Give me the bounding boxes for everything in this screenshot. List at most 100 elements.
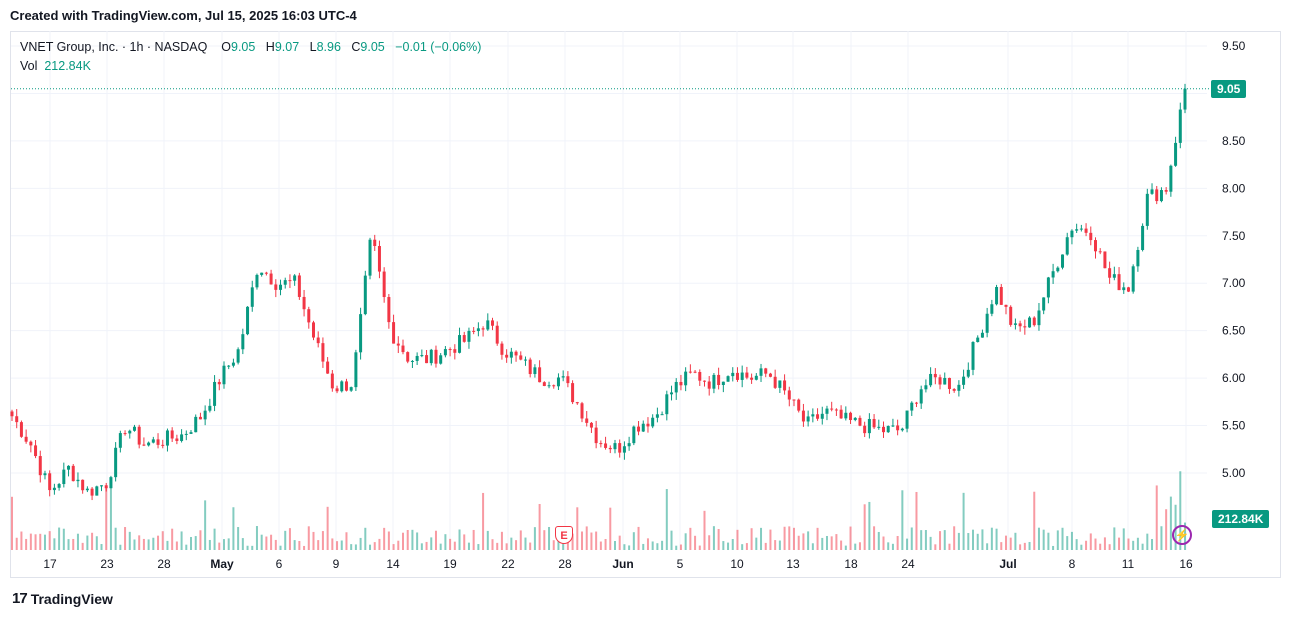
volume-bar	[260, 534, 263, 550]
candle-body	[962, 376, 966, 385]
candle-body	[655, 414, 659, 418]
candle-body	[486, 320, 490, 330]
candle-body	[877, 426, 881, 428]
volume-bar	[1122, 528, 1125, 550]
candle-body	[194, 416, 198, 433]
time-tick-label: 23	[100, 557, 114, 571]
earnings-marker[interactable]: E	[555, 526, 573, 544]
candle-body	[1089, 232, 1093, 241]
volume-bar	[1160, 526, 1163, 550]
candle-body	[269, 273, 273, 285]
candle-body	[957, 384, 961, 391]
volume-bar	[543, 530, 546, 550]
volume-bar	[595, 531, 598, 550]
volume-bar	[628, 545, 631, 550]
candle-body	[693, 371, 697, 373]
candle-body	[100, 485, 104, 487]
candle-body	[514, 351, 518, 356]
price-tick-label: 7.00	[1222, 276, 1246, 290]
candle-body	[297, 275, 301, 297]
volume-bar	[157, 535, 160, 550]
time-tick-label: May	[210, 557, 234, 571]
volume-bar	[133, 539, 136, 550]
candle-body	[839, 409, 843, 419]
candle-body	[326, 361, 330, 374]
volume-bar	[807, 531, 810, 550]
candle-body	[151, 439, 155, 443]
volume-bar	[81, 542, 84, 550]
candle-body	[71, 465, 75, 482]
volume-bar	[887, 542, 890, 550]
candle-body	[491, 320, 495, 326]
candle-body	[519, 355, 523, 360]
volume-bar	[463, 534, 466, 550]
volume-bar	[821, 537, 824, 550]
volume-bar	[769, 529, 772, 550]
volume-bar	[1000, 542, 1003, 550]
candle-body	[1122, 287, 1126, 291]
candle-body	[43, 473, 47, 476]
tradingview-logo[interactable]: 17 TradingView	[12, 590, 113, 607]
candle-body	[754, 375, 758, 380]
time-tick-label: 28	[157, 557, 171, 571]
candle-body	[208, 405, 212, 411]
candle-body	[1169, 165, 1173, 192]
candle-body	[797, 399, 801, 411]
volume-bar	[571, 533, 574, 550]
low-value: 8.96	[316, 40, 341, 54]
candle-body	[830, 408, 834, 410]
volume-bar	[1061, 527, 1064, 550]
candle-body	[882, 426, 886, 433]
volume-bar	[901, 490, 904, 550]
close-label: C	[351, 40, 361, 54]
change-value: −0.01 (−0.06%)	[395, 40, 482, 54]
time-tick-label: Jul	[999, 557, 1016, 571]
volume-bar	[915, 491, 918, 550]
candle-body	[147, 442, 151, 446]
volume-bar	[48, 531, 51, 550]
candle-body	[910, 402, 914, 411]
volume-bar	[1080, 544, 1083, 550]
volume-bar	[128, 531, 131, 550]
candle-body	[679, 381, 683, 386]
candle-body	[165, 430, 169, 446]
volume-bar	[953, 526, 956, 550]
price-tick-label: 5.00	[1222, 466, 1246, 480]
candle-body	[10, 411, 14, 417]
candle-body	[608, 447, 612, 450]
candle-body	[1084, 228, 1088, 233]
volume-bar	[581, 531, 584, 550]
candle-body	[717, 374, 721, 386]
volume-bar	[1070, 531, 1073, 550]
volume-bar	[1103, 537, 1106, 550]
volume-bar	[896, 536, 899, 550]
volume-bar	[213, 528, 216, 550]
candle-body	[1018, 323, 1022, 327]
volume-bar	[378, 538, 381, 550]
price-axis: 9.509.008.508.007.507.006.506.005.505.00	[1222, 39, 1246, 480]
candle-body	[1108, 268, 1112, 278]
candle-body	[227, 365, 231, 367]
volume-bar	[689, 527, 692, 550]
candle-body	[137, 426, 141, 445]
volume-bar	[312, 531, 315, 550]
candle-body	[1037, 310, 1041, 326]
candle-body	[533, 367, 537, 375]
volume-bar	[708, 535, 711, 550]
volume-bar	[180, 531, 183, 550]
candle-body	[943, 377, 947, 385]
candle-body	[990, 304, 994, 314]
candle-body	[556, 377, 560, 387]
candle-body	[726, 376, 730, 382]
candle-body	[825, 408, 829, 414]
volume-bar	[185, 544, 188, 550]
volume-bar	[364, 527, 367, 550]
volume-bar	[303, 545, 306, 550]
volume-bar	[642, 543, 645, 550]
lightning-icon[interactable]: ⚡	[1172, 525, 1192, 545]
candle-body	[410, 360, 414, 362]
candle-body	[1056, 267, 1060, 272]
volume-bar	[383, 527, 386, 550]
volume-bar	[665, 489, 668, 550]
